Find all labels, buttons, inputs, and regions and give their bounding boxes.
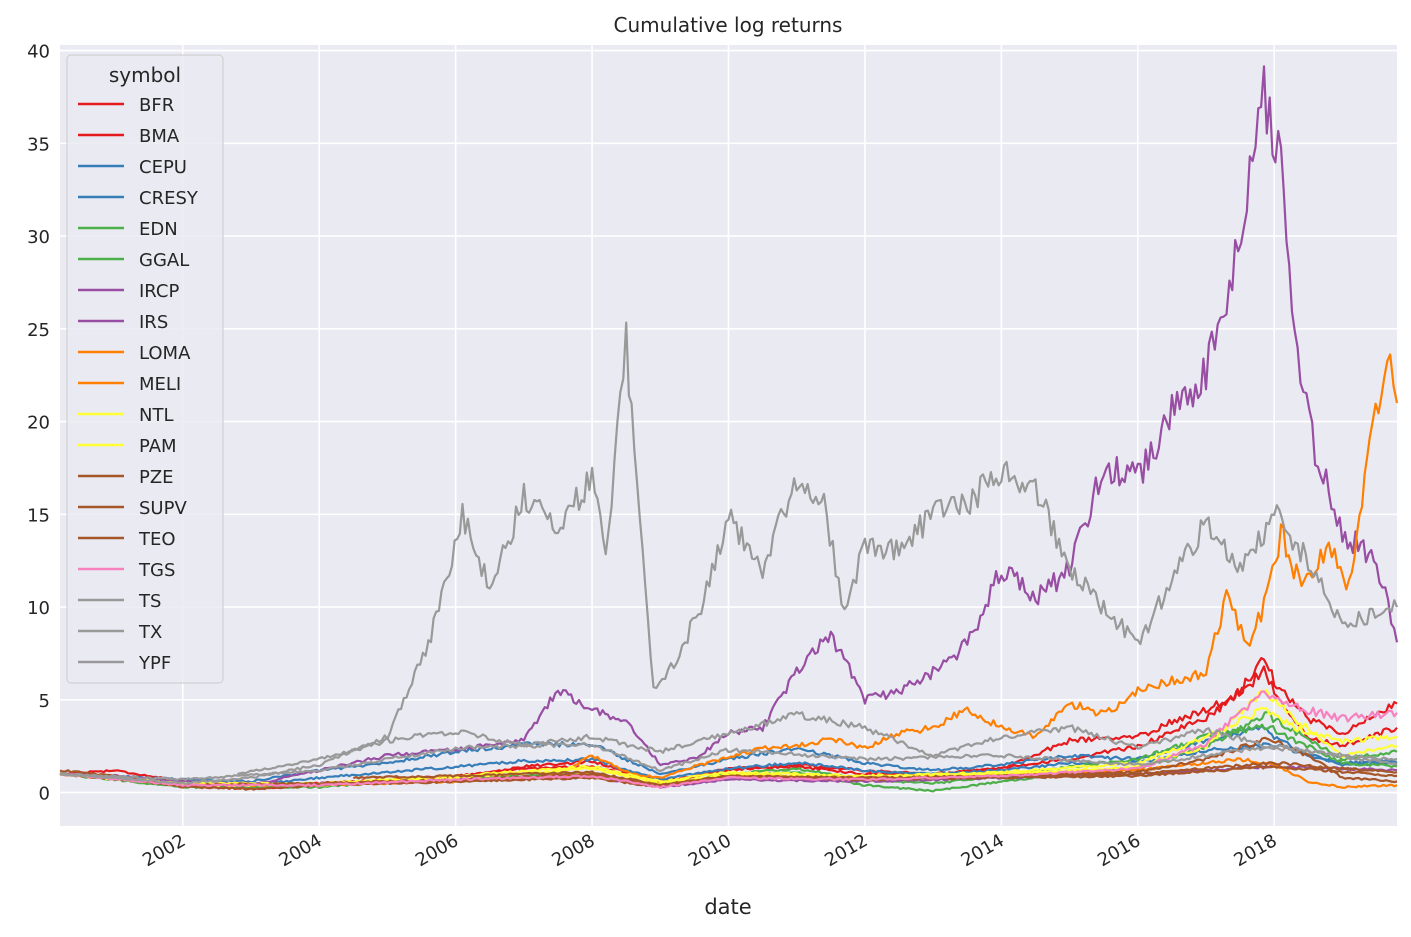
legend-label: LOMA [139, 343, 191, 364]
legend-items: BFR BMA CEPU CRESY EDN GGAL IRCP IRS LOMA MELI NTL… [78, 95, 199, 674]
x-axis-label: date [704, 895, 751, 919]
legend-label: TS [138, 591, 161, 612]
grid [60, 45, 1397, 826]
series-line-ts [237, 710, 1398, 776]
series-line-ypf [59, 321, 1399, 786]
y-tick-label: 40 [27, 42, 50, 63]
y-tick-label: 25 [27, 320, 50, 341]
y-tick-label: 30 [27, 227, 50, 248]
chart-title: Cumulative log returns [614, 13, 843, 37]
series-line-tx [59, 741, 1398, 782]
legend-label: IRCP [139, 281, 179, 302]
y-tick-label: 5 [39, 691, 50, 712]
legend-label: PZE [139, 467, 174, 488]
legend-title: symbol [109, 63, 181, 87]
y-axis-ticks: 0 5 10 15 20 25 30 35 40 [27, 42, 50, 805]
series-line-tgs [59, 690, 1398, 790]
y-tick-label: 35 [27, 134, 50, 155]
legend-label: BFR [139, 95, 174, 116]
y-tick-label: 15 [27, 505, 50, 526]
legend-label: CRESY [139, 188, 199, 209]
legend-label: BMA [139, 126, 180, 147]
y-tick-label: 0 [39, 784, 50, 805]
legend-label: EDN [139, 219, 178, 240]
legend-box [66, 54, 224, 684]
legend-label: PAM [139, 436, 177, 457]
series-lines [59, 65, 1399, 793]
y-tick-label: 10 [27, 598, 50, 619]
legend-label: CEPU [139, 157, 187, 178]
legend-label: SUPV [139, 498, 187, 519]
legend-label: GGAL [139, 250, 189, 271]
legend-label: NTL [139, 405, 174, 426]
legend-label: YPF [138, 653, 171, 674]
legend-label: IRS [139, 312, 168, 333]
legend-label: MELI [139, 374, 181, 395]
series-line-meli [563, 353, 1399, 779]
legend-label: TX [138, 622, 162, 643]
y-tick-label: 20 [27, 413, 50, 434]
legend: symbol BFR BMA CEPU CRESY EDN GGAL IRCP IRS LOMA… [66, 54, 224, 684]
legend-label: TEO [138, 529, 176, 550]
legend-label: TGS [138, 560, 175, 581]
